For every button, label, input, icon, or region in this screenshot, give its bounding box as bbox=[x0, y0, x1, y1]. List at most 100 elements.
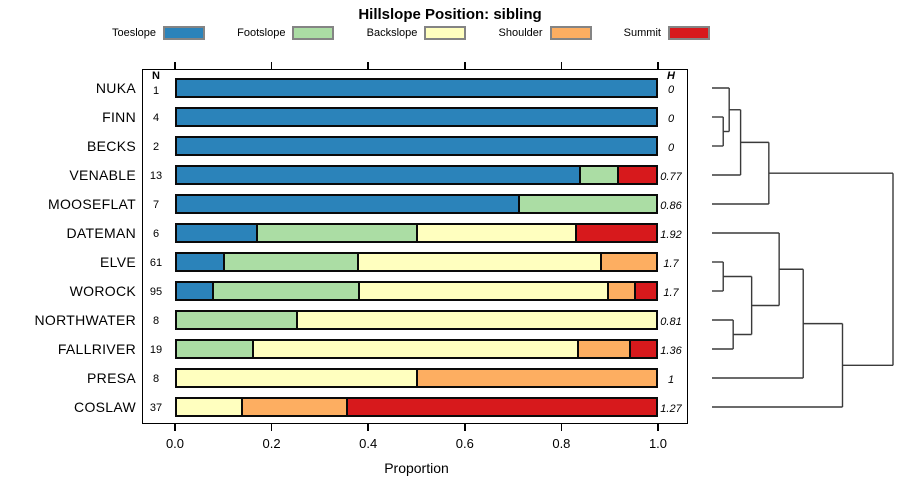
stacked-bar bbox=[175, 310, 658, 330]
h-value: 1.7 bbox=[663, 258, 679, 270]
n-column-header: N bbox=[152, 70, 160, 82]
tick-top bbox=[174, 62, 176, 69]
h-value: 0 bbox=[667, 142, 675, 154]
h-value: 0.77 bbox=[660, 171, 682, 183]
bar-segment-toeslope bbox=[177, 196, 518, 212]
legend-label: Backslope bbox=[366, 27, 418, 39]
tick-bottom bbox=[560, 424, 563, 431]
n-value: 19 bbox=[149, 344, 163, 356]
tick-bottom bbox=[174, 424, 176, 431]
tick-bottom bbox=[464, 424, 466, 431]
row-label: WOROCK bbox=[69, 283, 136, 299]
row-label: PRESA bbox=[87, 370, 136, 386]
bar-segment-shoulder bbox=[241, 399, 346, 415]
row-label: FALLRIVER bbox=[57, 341, 136, 357]
legend-label: Toeslope bbox=[112, 27, 157, 39]
bar-segment-footslope bbox=[255, 225, 416, 241]
row-label: MOOSEFLAT bbox=[47, 196, 136, 212]
h-column-header: H bbox=[667, 70, 675, 82]
legend-label: Footslope bbox=[237, 27, 286, 39]
legend-swatch bbox=[163, 26, 206, 40]
bar-segment-backslope bbox=[296, 312, 656, 328]
x-tick-label: 1.0 bbox=[648, 436, 668, 451]
bar-segment-footslope bbox=[177, 341, 252, 357]
legend-item-toeslope: Toeslope bbox=[112, 26, 206, 40]
row-label: NORTHWATER bbox=[34, 312, 136, 328]
stacked-bar bbox=[175, 107, 658, 127]
bar-segment-toeslope bbox=[177, 254, 224, 270]
stacked-bar bbox=[175, 368, 658, 388]
legend-item-footslope: Footslope bbox=[237, 26, 335, 40]
bar-segment-shoulder bbox=[607, 283, 635, 299]
tick-top bbox=[560, 62, 563, 69]
bar-segment-summit bbox=[345, 399, 656, 415]
stacked-bar bbox=[175, 78, 658, 98]
bar-segment-backslope bbox=[251, 341, 578, 357]
n-value: 61 bbox=[149, 257, 163, 269]
bar-segment-backslope bbox=[357, 254, 600, 270]
legend-item-shoulder: Shoulder bbox=[499, 26, 592, 40]
bar-segment-toeslope bbox=[177, 225, 256, 241]
bar-segment-footslope bbox=[578, 167, 618, 183]
bar-segment-shoulder bbox=[577, 341, 629, 357]
n-value: 6 bbox=[152, 228, 160, 240]
chart-title: Hillslope Position: sibling bbox=[358, 6, 542, 23]
legend-label: Summit bbox=[623, 27, 661, 39]
x-tick-label: 0.8 bbox=[552, 436, 571, 451]
bar-segment-summit bbox=[634, 283, 657, 299]
row-label: ELVE bbox=[100, 254, 136, 270]
legend: Toeslope Footslope Backslope Shoulder Summit bbox=[112, 26, 710, 40]
bar-segment-summit bbox=[575, 225, 656, 241]
tick-bottom bbox=[367, 424, 369, 431]
bar-segment-footslope bbox=[177, 312, 297, 328]
x-tick-label: 0.6 bbox=[455, 436, 474, 451]
h-value: 0 bbox=[667, 84, 675, 96]
bar-segment-summit bbox=[617, 167, 656, 183]
bar-segment-footslope bbox=[517, 196, 656, 212]
legend-swatch bbox=[292, 26, 335, 40]
bar-segment-toeslope bbox=[177, 167, 579, 183]
x-tick-label: 0.2 bbox=[262, 436, 281, 451]
h-value: 1.92 bbox=[660, 229, 682, 241]
h-value: 1 bbox=[667, 374, 675, 386]
bar-segment-backslope bbox=[177, 399, 242, 415]
x-tick-label: 0.4 bbox=[359, 436, 378, 451]
stacked-bar bbox=[175, 252, 658, 272]
row-label: VENABLE bbox=[69, 167, 136, 183]
n-value: 2 bbox=[152, 141, 160, 153]
bar-segment-summit bbox=[628, 341, 656, 357]
tick-top bbox=[464, 62, 466, 69]
n-value: 1 bbox=[152, 85, 160, 97]
bar-segment-backslope bbox=[177, 370, 416, 386]
row-label: DATEMAN bbox=[66, 225, 136, 241]
stacked-bar bbox=[175, 136, 658, 156]
row-label: BECKS bbox=[87, 138, 136, 154]
legend-item-backslope: Backslope bbox=[367, 26, 467, 40]
n-value: 8 bbox=[152, 315, 160, 327]
stacked-bar bbox=[175, 339, 658, 359]
plot-area-border bbox=[142, 69, 688, 424]
legend-swatch bbox=[424, 26, 467, 40]
x-axis-title: Proportion bbox=[384, 460, 449, 476]
h-value: 0 bbox=[667, 113, 675, 125]
legend-swatch bbox=[549, 26, 592, 40]
h-value: 1.36 bbox=[660, 345, 682, 357]
bar-segment-toeslope bbox=[177, 80, 656, 96]
h-value: 0.81 bbox=[660, 316, 682, 328]
h-value: 1.27 bbox=[660, 403, 682, 415]
x-tick-label: 0.0 bbox=[165, 436, 185, 451]
bar-segment-toeslope bbox=[177, 283, 212, 299]
bar-segment-toeslope bbox=[177, 109, 656, 125]
bar-segment-backslope bbox=[357, 283, 608, 299]
tick-bottom bbox=[657, 424, 659, 431]
stacked-bar bbox=[175, 194, 658, 214]
n-value: 7 bbox=[152, 199, 160, 211]
n-value: 95 bbox=[149, 286, 163, 298]
bar-segment-footslope bbox=[223, 254, 358, 270]
tick-top bbox=[270, 62, 273, 69]
stacked-bar bbox=[175, 281, 658, 301]
tick-bottom bbox=[270, 424, 273, 431]
tick-top bbox=[657, 62, 659, 69]
n-value: 13 bbox=[149, 170, 163, 182]
